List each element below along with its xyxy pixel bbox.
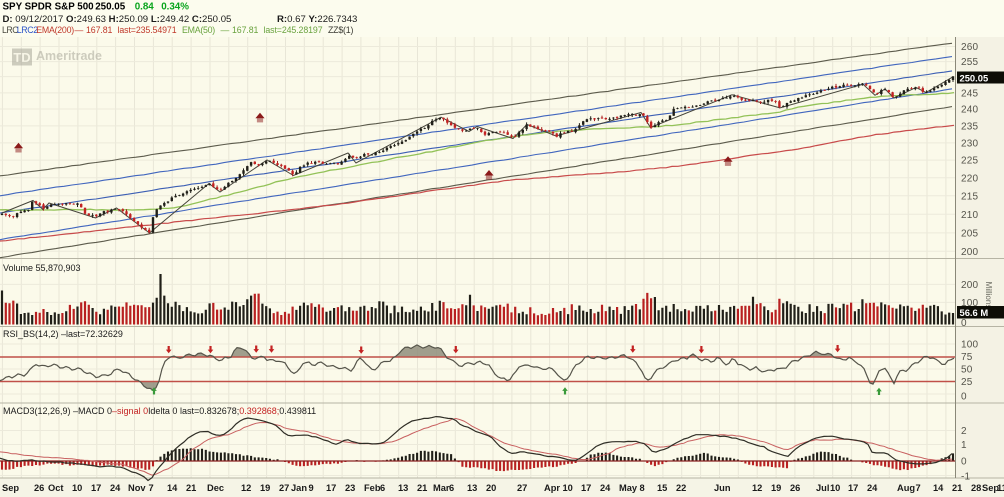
svg-text:9: 9 [309, 483, 314, 493]
svg-text:Dec: Dec [207, 483, 224, 493]
svg-text:200: 200 [961, 247, 979, 258]
svg-text:15: 15 [657, 483, 667, 493]
svg-text:17: 17 [326, 483, 336, 493]
svg-text:May: May [619, 483, 638, 493]
svg-text:200: 200 [961, 280, 979, 291]
svg-text:24: 24 [600, 483, 611, 493]
svg-text:21: 21 [186, 483, 196, 493]
svg-text:13: 13 [398, 483, 408, 493]
svg-text:Volume 55,870,903: Volume 55,870,903 [3, 263, 81, 273]
svg-text:last=235.54971: last=235.54971 [118, 25, 177, 35]
svg-text:12: 12 [241, 483, 251, 493]
svg-text:26: 26 [790, 483, 800, 493]
svg-text:TD: TD [13, 50, 30, 65]
svg-text:27: 27 [279, 483, 289, 493]
svg-text:Millions: Millions [984, 282, 993, 309]
svg-text:LRC2: LRC2 [17, 25, 38, 35]
svg-text:6: 6 [449, 483, 454, 493]
svg-text:14: 14 [167, 483, 178, 493]
svg-text:—: — [75, 25, 84, 35]
svg-text:245: 245 [961, 88, 979, 99]
svg-text:220: 220 [961, 173, 979, 184]
svg-text:6: 6 [380, 483, 385, 493]
svg-text:-1: -1 [961, 472, 971, 483]
svg-text:Mar: Mar [433, 483, 450, 493]
svg-text:250.05: 250.05 [960, 72, 989, 83]
svg-text:8: 8 [640, 483, 645, 493]
svg-text:100: 100 [961, 298, 979, 309]
svg-text:Aug: Aug [897, 483, 915, 493]
svg-text:24: 24 [110, 483, 121, 493]
svg-text:1: 1 [961, 440, 967, 451]
svg-text:Nov: Nov [128, 483, 146, 493]
svg-text:11: 11 [997, 483, 1004, 493]
svg-text:13: 13 [467, 483, 477, 493]
svg-text:260: 260 [961, 42, 979, 53]
svg-text:7: 7 [916, 483, 921, 493]
svg-text:10: 10 [563, 483, 573, 493]
svg-text:7: 7 [149, 483, 154, 493]
svg-text:167.81: 167.81 [232, 25, 259, 35]
svg-text:last=245.28197: last=245.28197 [264, 25, 323, 35]
svg-text:12: 12 [752, 483, 762, 493]
svg-text:RSI_BS(14,2) –last=72.32629: RSI_BS(14,2) –last=72.32629 [3, 329, 123, 339]
svg-text:20: 20 [486, 483, 496, 493]
svg-text:100: 100 [961, 340, 979, 351]
svg-text:21: 21 [417, 483, 427, 493]
svg-text:50: 50 [961, 365, 973, 376]
svg-text:14: 14 [933, 483, 944, 493]
svg-text:17: 17 [91, 483, 101, 493]
svg-text:75: 75 [961, 352, 973, 363]
svg-text:Apr: Apr [544, 483, 560, 493]
svg-text:240: 240 [961, 105, 979, 116]
svg-text:19: 19 [260, 483, 270, 493]
svg-text:0: 0 [961, 318, 967, 329]
svg-text:21: 21 [952, 483, 962, 493]
svg-text:Jul: Jul [816, 483, 829, 493]
svg-text:Jan: Jan [291, 483, 307, 493]
svg-text:225: 225 [961, 156, 979, 167]
svg-text:Sep: Sep [2, 483, 19, 493]
svg-text:Ameritrade: Ameritrade [36, 49, 102, 63]
svg-text:0: 0 [961, 457, 967, 468]
svg-text:210: 210 [961, 210, 979, 221]
svg-text:10: 10 [72, 483, 82, 493]
svg-text:EMA(200): EMA(200) [36, 25, 74, 35]
svg-text:28: 28 [971, 483, 981, 493]
svg-text:19: 19 [771, 483, 781, 493]
svg-text:17: 17 [848, 483, 858, 493]
svg-text:56.6 M: 56.6 M [960, 307, 989, 318]
svg-text:Feb: Feb [364, 483, 381, 493]
svg-text:—: — [221, 25, 230, 35]
svg-text:215: 215 [961, 191, 979, 202]
svg-text:255: 255 [961, 57, 979, 68]
svg-text:Jun: Jun [714, 483, 731, 493]
svg-text:LRC: LRC [2, 25, 19, 35]
svg-text:27: 27 [517, 483, 527, 493]
svg-text:Oct: Oct [48, 483, 64, 493]
svg-text:0: 0 [961, 392, 967, 403]
svg-text:EMA(50): EMA(50) [182, 25, 215, 35]
svg-text:230: 230 [961, 138, 979, 149]
svg-text:MACD3(12,26,9) –MACD 0–signal: MACD3(12,26,9) –MACD 0–signal 0ǀdelta 0 … [3, 406, 316, 416]
svg-text:25: 25 [961, 377, 973, 388]
svg-text:235: 235 [961, 121, 979, 132]
svg-text:167.81: 167.81 [86, 25, 113, 35]
svg-text:23: 23 [345, 483, 355, 493]
svg-text:24: 24 [867, 483, 878, 493]
svg-text:Sep: Sep [982, 483, 999, 493]
svg-text:2: 2 [961, 426, 967, 437]
svg-text:17: 17 [581, 483, 591, 493]
svg-text:10: 10 [830, 483, 840, 493]
svg-text:205: 205 [961, 228, 979, 239]
svg-text:D: 09/12/2017 O:249.63 H:250.0: D: 09/12/2017 O:249.63 H:250.09 L:249.42… [3, 14, 358, 25]
svg-text:ZZ$(1): ZZ$(1) [328, 25, 353, 35]
svg-text:22: 22 [676, 483, 686, 493]
svg-text:26: 26 [34, 483, 44, 493]
